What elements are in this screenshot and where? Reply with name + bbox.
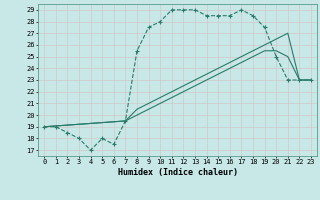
X-axis label: Humidex (Indice chaleur): Humidex (Indice chaleur) — [118, 168, 238, 177]
